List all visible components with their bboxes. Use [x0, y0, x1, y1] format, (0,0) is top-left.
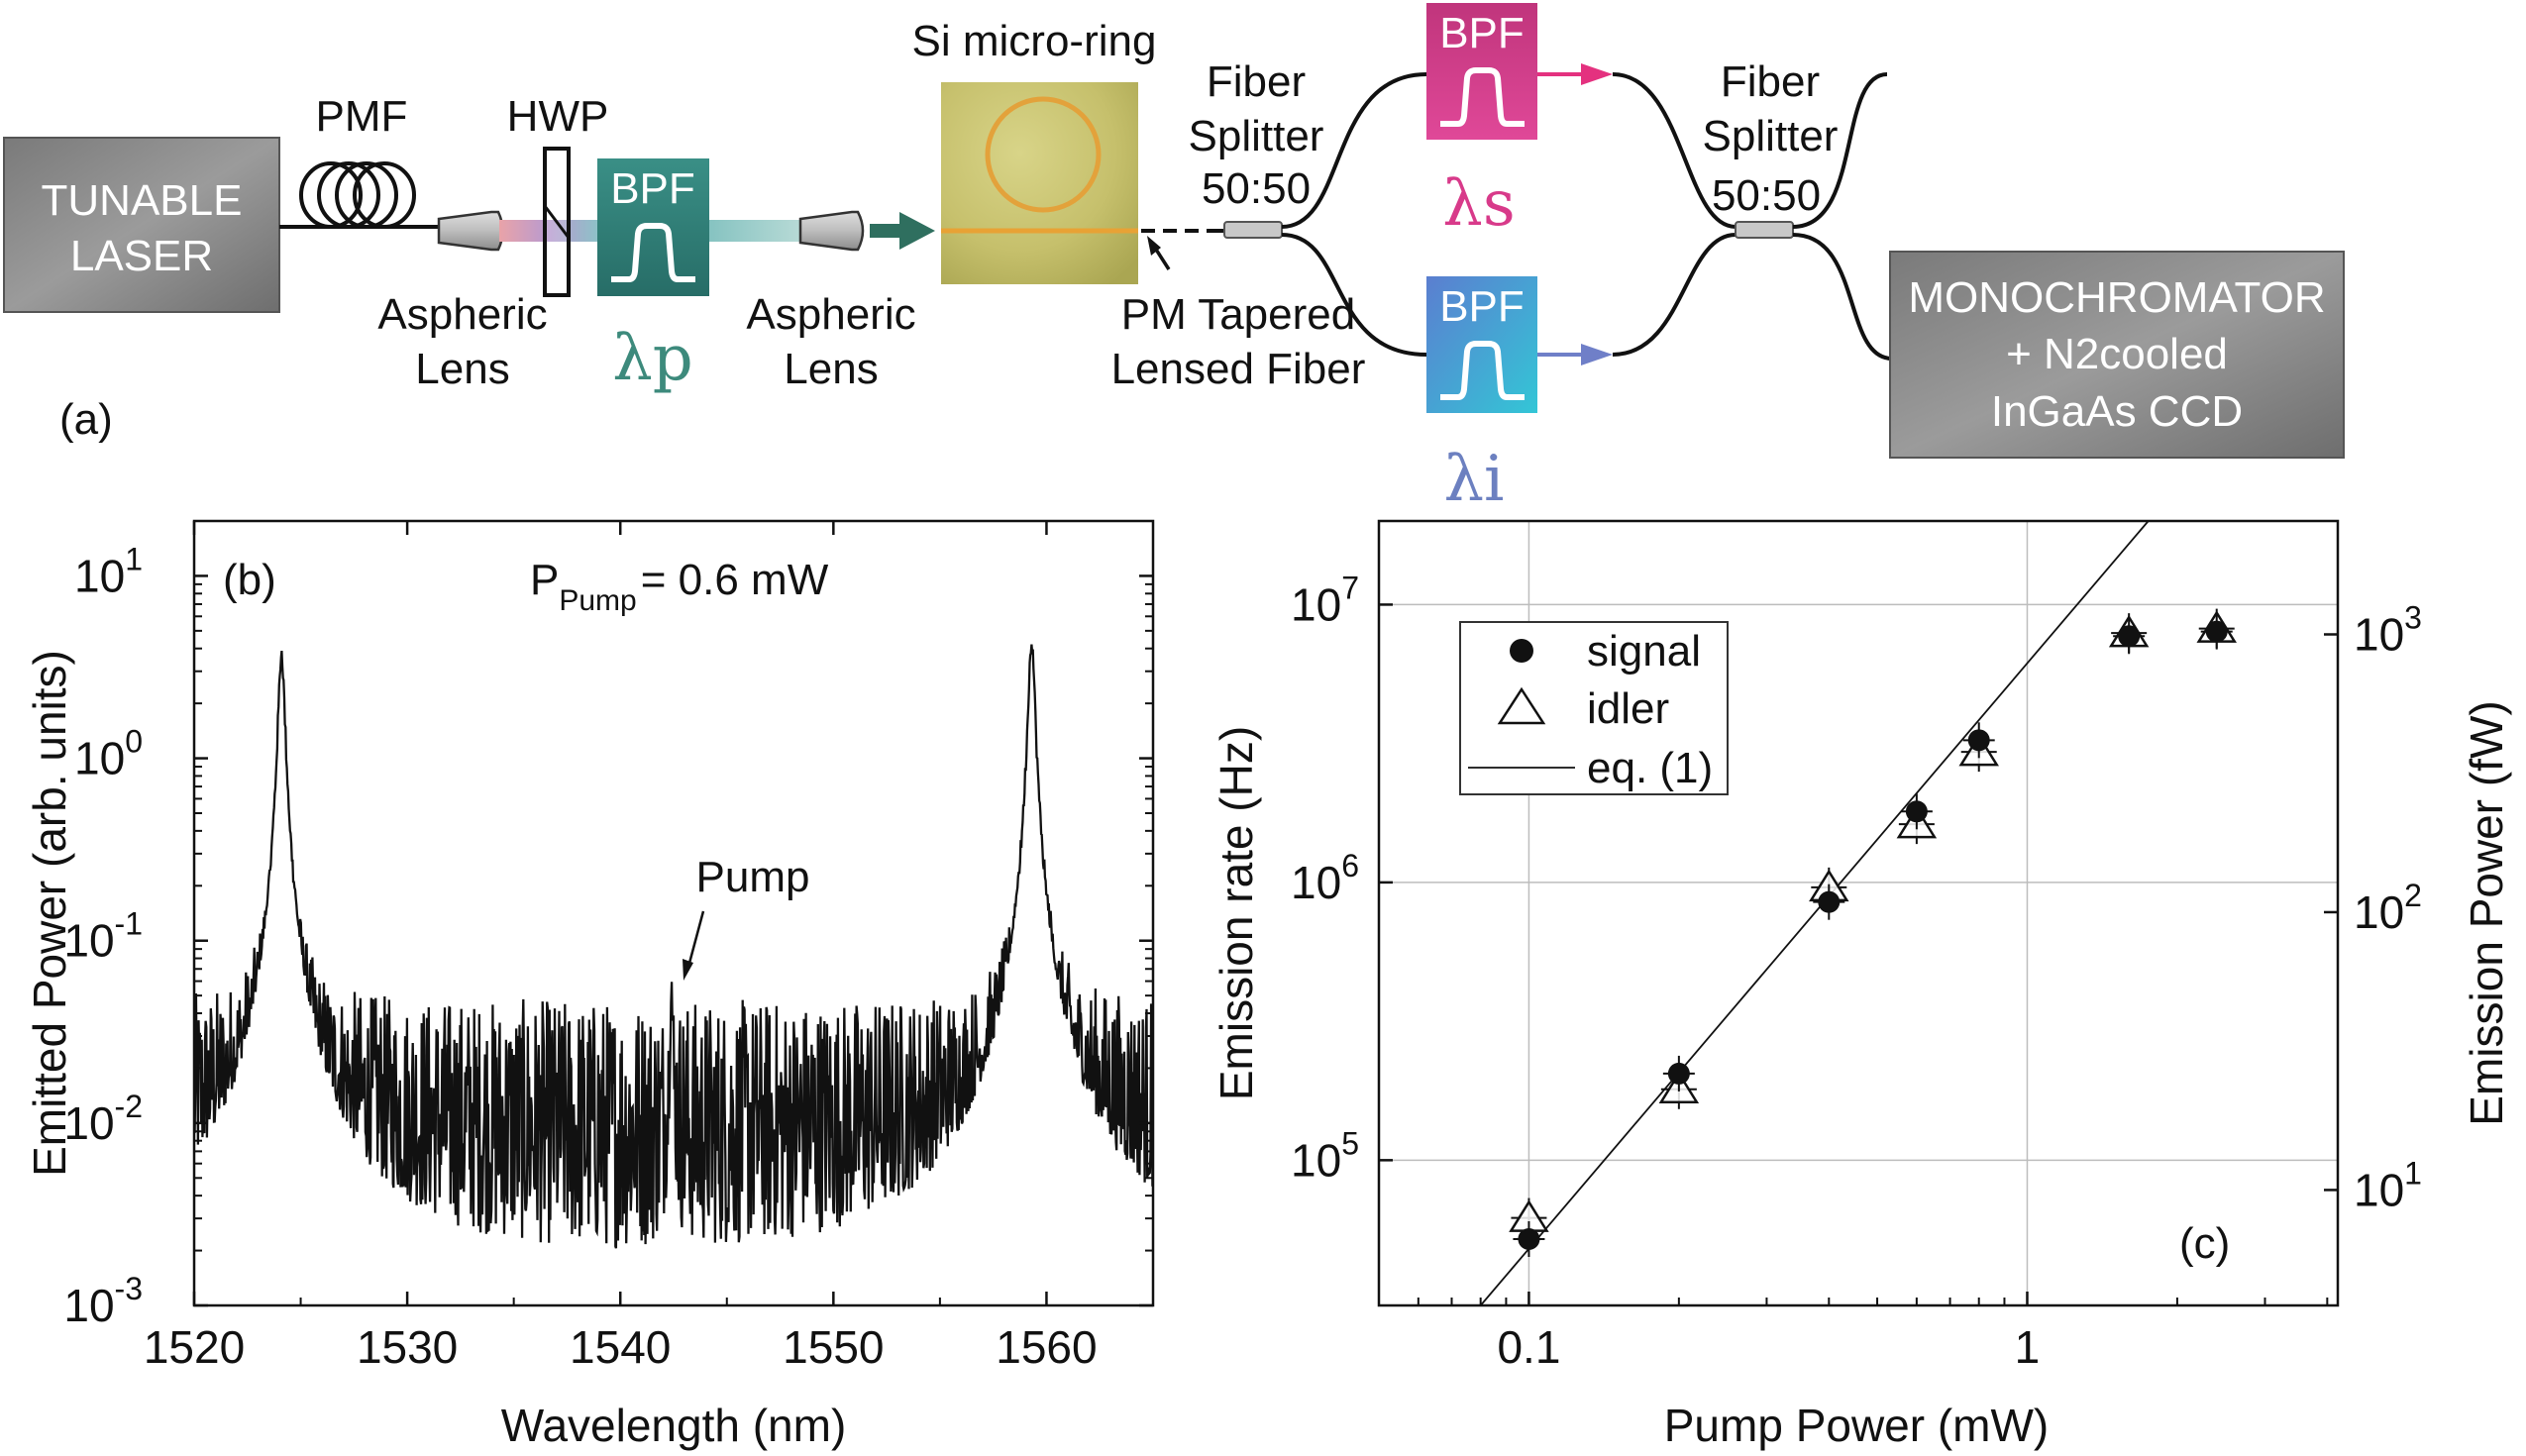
x-axis-label: Wavelength (nm) [501, 1400, 847, 1451]
panel-c-emission: 0.1 1 105 106 107 101 102 103 signal idler eq. … [1210, 519, 2512, 1451]
legend-line-label: eq. (1) [1587, 744, 1713, 792]
legend: signal idler eq. (1) [1459, 621, 1729, 795]
monochromator-box [1889, 251, 2345, 459]
idler-bpf-label: BPF [1439, 282, 1525, 331]
beam-post-bpf [709, 220, 800, 242]
pump-power-annotation: PPump= 0.6 mW [530, 556, 829, 617]
aspheric-lens-2-label-1: Aspheric [746, 290, 915, 339]
splitter-1-label-2: Splitter [1189, 112, 1324, 160]
y-tick-label: 10-2 [63, 1089, 143, 1149]
signal-point [2205, 620, 2228, 643]
aspheric-lens-1 [437, 210, 504, 252]
tunable-laser-box [3, 137, 280, 313]
signal-point [1667, 1062, 1690, 1085]
panel-a-label: (a) [59, 395, 113, 444]
legend-box [1459, 621, 1729, 795]
micro-ring-label: Si micro-ring [912, 17, 1157, 65]
x-tick-label: 1520 [144, 1321, 245, 1373]
pump-peak-label: Pump [696, 853, 810, 901]
y2-axis-label: Emission Power (fW) [2461, 700, 2512, 1125]
x-tick-label: 1550 [783, 1321, 884, 1373]
micro-ring [985, 96, 1102, 213]
y-tick-label: 106 [1291, 848, 1359, 908]
signal-bpf-label: BPF [1439, 9, 1525, 57]
splitter-2-label-2: Splitter [1703, 112, 1839, 160]
aspheric-lens-1-label-2: Lens [415, 345, 509, 393]
panel-c-label: (c) [2179, 1219, 2230, 1268]
legend-signal-label: signal [1587, 627, 1701, 676]
tapered-fiber-label-2: Lensed Fiber [1111, 345, 1366, 393]
pmf-label: PMF [316, 92, 408, 141]
monochromator-label-2: + N2cooled [2006, 330, 2228, 378]
y-tick-label: 10-3 [63, 1271, 143, 1331]
lambda-s-label: λs [1442, 167, 1515, 241]
pump-bpf-label: BPF [610, 164, 695, 213]
beam-pre-bpf [499, 220, 598, 242]
x-tick-label: 0.1 [1497, 1321, 1560, 1373]
y2-tick-label: 102 [2354, 878, 2422, 938]
y2-tick-label: 103 [2354, 599, 2422, 660]
y-axis-label: Emission rate (Hz) [1210, 726, 1262, 1100]
tunable-laser-label-1: TUNABLE [42, 176, 243, 225]
signal-point [1818, 890, 1841, 913]
idler-arrow-icon [1581, 344, 1613, 365]
spectrum-trace [194, 644, 1153, 1249]
pump-pointer-arrow [686, 910, 705, 968]
x-axis-label: Pump Power (mW) [1664, 1400, 2049, 1451]
tunable-laser-label-2: LASER [70, 232, 213, 280]
model-line [1479, 521, 2150, 1305]
fiber-splitter-1 [1223, 221, 1283, 239]
pmf-coil-icon [299, 161, 416, 229]
hwp-label: HWP [507, 92, 609, 141]
legend-idler-marker [1497, 686, 1546, 725]
y-axis-label: Emitted Power (arb. units) [24, 650, 75, 1177]
monochromator-label-1: MONOCHROMATOR [1908, 273, 2325, 322]
splitter-2-label-3: 50:50 [1712, 171, 1821, 220]
aspheric-lens-1-label-1: Aspheric [377, 290, 547, 339]
legend-idler-label: idler [1587, 684, 1669, 733]
setup-diagram: TUNABLE LASER PMF HWP Aspheric Lens BPF … [3, 3, 2345, 516]
x-tick-label: 1540 [570, 1321, 671, 1373]
signal-arrow-icon [1581, 63, 1613, 85]
plot-frame [192, 519, 1155, 1307]
monochromator-label-3: InGaAs CCD [1991, 387, 2243, 436]
spectrum-frame [192, 519, 1155, 1307]
panel-b-label: (b) [223, 556, 276, 604]
x-tick-label: 1 [2015, 1321, 2041, 1373]
aspheric-lens-2 [798, 210, 865, 252]
y-tick-label: 105 [1291, 1125, 1359, 1186]
y-tick-label: 10-1 [63, 906, 143, 967]
splitter-1-label-3: 50:50 [1202, 164, 1311, 213]
beam-arrow [870, 212, 935, 250]
legend-signal-marker [1510, 639, 1533, 663]
splitter-1-label-1: Fiber [1207, 57, 1306, 106]
x-tick-label: 1560 [996, 1321, 1097, 1373]
y-tick-label: 101 [74, 541, 143, 601]
signal-point [1518, 1228, 1540, 1251]
signal-point [2118, 625, 2141, 648]
tapered-fiber-label-1: PM Tapered [1121, 290, 1355, 339]
signal-point [1967, 729, 1990, 752]
bandpass-icon [1440, 341, 1525, 400]
lambda-i-label: λi [1443, 443, 1504, 516]
x-tick-label: 1530 [357, 1321, 458, 1373]
fiber-splitter-2 [1735, 221, 1794, 239]
y2-tick-label: 101 [2354, 1155, 2422, 1215]
bandpass-icon [611, 223, 695, 282]
splitter-2-label-1: Fiber [1721, 57, 1820, 106]
panel-b-spectrum: 1520 1530 1540 1550 1560 10-3 10-2 10-1 100 101 (… [24, 519, 1155, 1451]
signal-point [1905, 800, 1928, 823]
y-tick-label: 100 [74, 724, 143, 784]
y-tick-label: 107 [1291, 570, 1359, 630]
aspheric-lens-2-label-2: Lens [784, 345, 878, 393]
si-micro-ring-chip [941, 82, 1138, 284]
bandpass-icon [1440, 67, 1525, 127]
lambda-p-label: λp [612, 322, 693, 395]
